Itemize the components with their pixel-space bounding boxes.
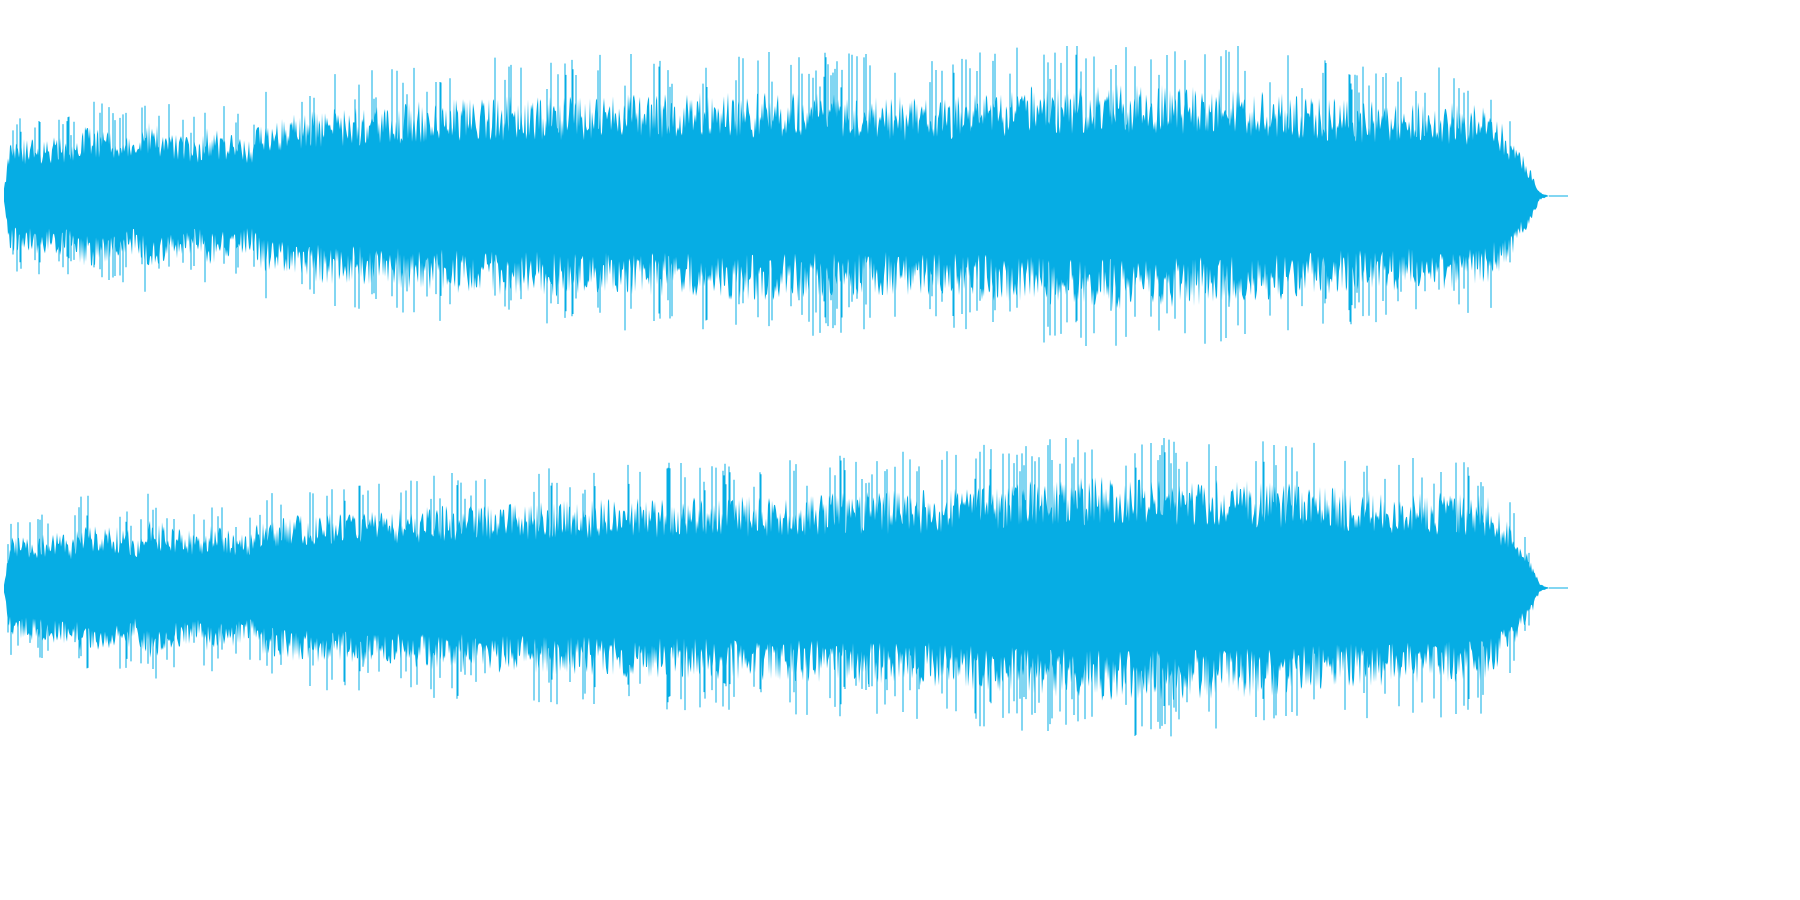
left-channel-waveform (4, 46, 1549, 346)
waveform-body (4, 475, 1549, 701)
right-channel-waveform (4, 438, 1549, 737)
waveform-peaks (7, 438, 1530, 737)
waveform-body (4, 84, 1549, 310)
waveform-peaks (12, 46, 1511, 346)
